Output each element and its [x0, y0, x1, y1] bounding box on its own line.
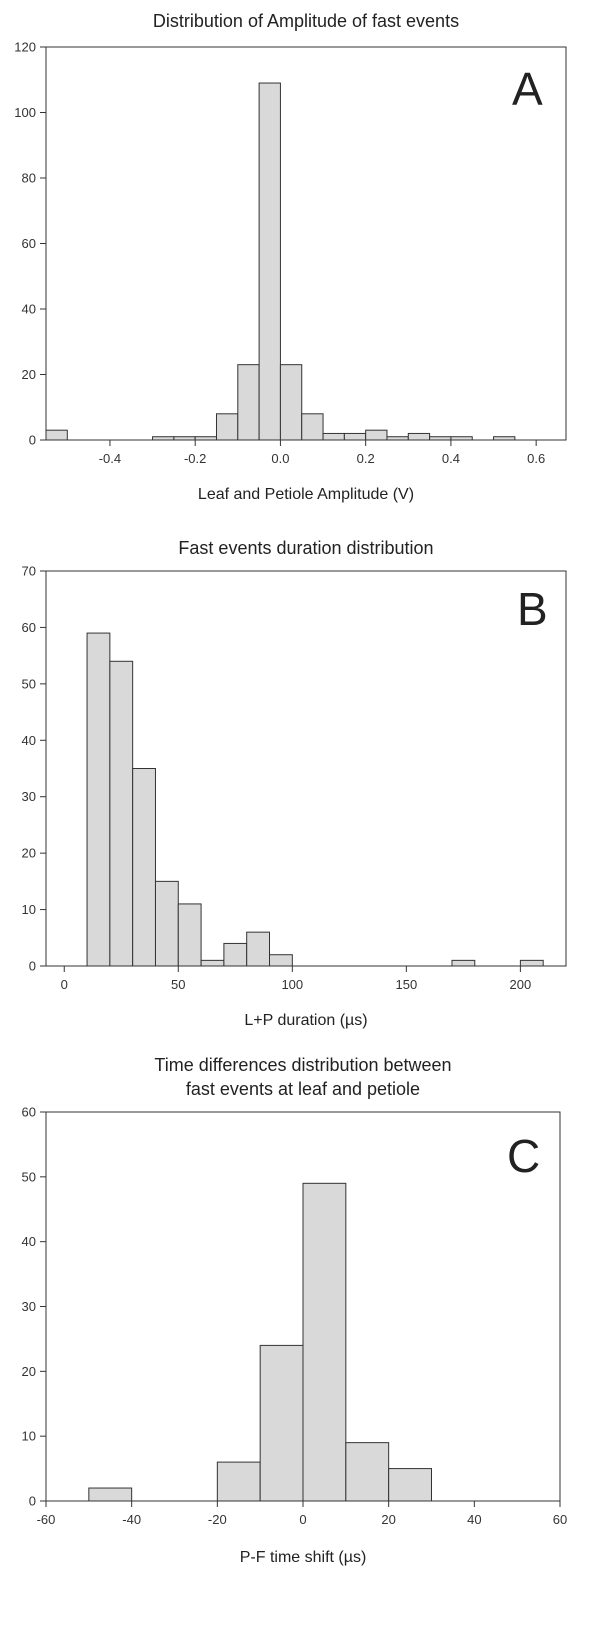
x-tick-label: -0.4 [99, 451, 121, 466]
histogram-bar [88, 1487, 133, 1502]
y-tick-label: 100 [14, 105, 36, 120]
histogram-bar [86, 632, 111, 967]
y-tick-label: 10 [22, 1429, 36, 1444]
y-tick-label: 50 [22, 676, 36, 691]
y-tick-label: 60 [22, 1105, 36, 1120]
x-tick-label: 0.6 [527, 451, 545, 466]
y-tick-label: 10 [22, 902, 36, 917]
y-tick-label: 20 [22, 1364, 36, 1379]
chart-title: Fast events duration distribution [178, 538, 433, 558]
y-tick-label: 40 [22, 733, 36, 748]
x-tick-label: -20 [208, 1512, 227, 1527]
x-tick-label: -0.2 [184, 451, 206, 466]
histogram-bar [279, 364, 303, 441]
panel-label: C [507, 1130, 540, 1182]
x-tick-label: 150 [395, 977, 417, 992]
plot-frame [45, 46, 567, 441]
y-tick-label: 120 [14, 40, 36, 55]
histogram-bar [246, 931, 271, 967]
histogram-bar [365, 429, 388, 441]
x-axis-label: Leaf and Petiole Amplitude (V) [198, 486, 414, 503]
y-tick-label: 50 [22, 1169, 36, 1184]
y-tick-label: 0 [29, 1494, 36, 1509]
x-tick-label: 0.4 [442, 451, 460, 466]
y-tick-label: 0 [29, 433, 36, 448]
y-tick-label: 40 [22, 302, 36, 317]
histogram-bar [200, 959, 225, 967]
histogram-bar [388, 1468, 432, 1502]
histogram-bar [216, 1461, 261, 1502]
chart-title-line: fast events at leaf and petiole [186, 1079, 420, 1099]
y-tick-label: 20 [22, 846, 36, 861]
chart-title: Distribution of Amplitude of fast events [153, 11, 459, 31]
x-tick-label: 40 [467, 1512, 481, 1527]
histogram-bar [45, 429, 68, 441]
histogram-bar [223, 942, 248, 967]
histogram-bar [451, 959, 476, 967]
x-tick-label: 200 [510, 977, 532, 992]
histogram-bar [322, 432, 345, 441]
panel-label: B [517, 583, 548, 635]
histogram-bar [259, 1344, 304, 1502]
y-tick-label: 80 [22, 171, 36, 186]
x-tick-label: -60 [37, 1512, 56, 1527]
histogram-bar [154, 880, 179, 967]
histogram-bar [132, 768, 156, 967]
histogram-bar [519, 959, 544, 967]
histogram-bar [109, 660, 134, 967]
plot-frame [45, 570, 567, 967]
chart-panel-c: Time differences distribution between fas… [22, 1055, 568, 1566]
x-tick-label: 60 [553, 1512, 567, 1527]
chart-title-line: Time differences distribution between [154, 1055, 451, 1075]
panel-label: A [512, 63, 543, 115]
histogram-bar [237, 364, 260, 441]
histogram-bar [301, 413, 324, 441]
y-tick-label: 60 [22, 236, 36, 251]
x-axis-label: L+P duration (µs) [244, 1012, 367, 1029]
y-tick-label: 20 [22, 367, 36, 382]
histogram-bar [343, 432, 367, 441]
histogram-bar [258, 82, 281, 441]
histogram-bar [269, 954, 293, 967]
x-tick-label: 50 [171, 977, 185, 992]
y-tick-label: 30 [22, 789, 36, 804]
y-tick-label: 60 [22, 620, 36, 635]
histogram-bar [302, 1182, 347, 1502]
chart-panel-b: Fast events duration distribution 0 10 20 30… [22, 538, 567, 1029]
x-tick-label: 20 [381, 1512, 395, 1527]
y-tick-label: 40 [22, 1234, 36, 1249]
chart-panel-a: Distribution of Amplitude of fast events… [14, 11, 567, 503]
histogram-bar [177, 903, 202, 967]
y-tick-label: 30 [22, 1299, 36, 1314]
histogram-bar [407, 432, 431, 441]
x-axis-label: P-F time shift (µs) [240, 1549, 367, 1566]
y-tick-label: 70 [22, 564, 36, 579]
x-tick-label: 0 [61, 977, 68, 992]
x-tick-label: -40 [122, 1512, 141, 1527]
y-tick-label: 0 [29, 959, 36, 974]
histogram-bar [345, 1442, 390, 1502]
histogram-bar [215, 413, 239, 441]
x-tick-label: 0.2 [357, 451, 375, 466]
x-tick-label: 100 [281, 977, 303, 992]
x-tick-label: 0.0 [271, 451, 289, 466]
x-tick-label: 0 [299, 1512, 306, 1527]
